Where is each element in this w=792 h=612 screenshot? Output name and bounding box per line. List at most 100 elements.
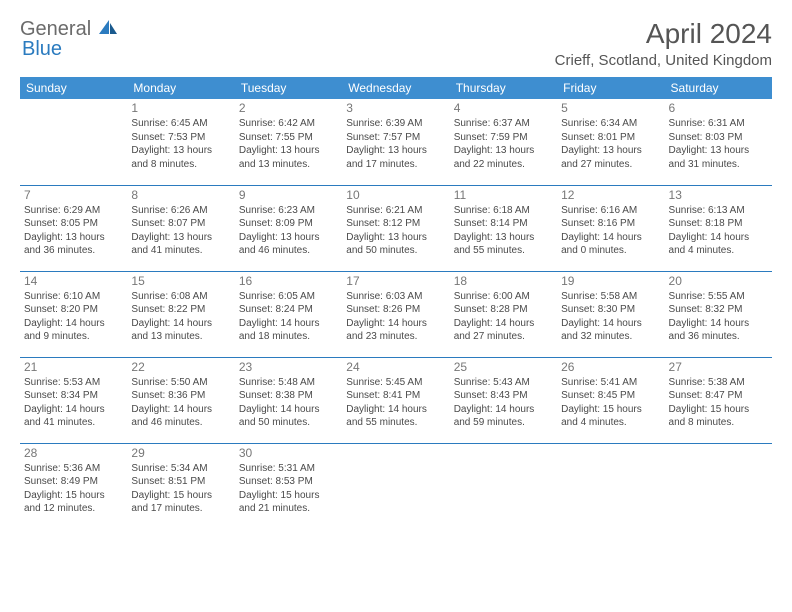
daylight-line-2: and 0 minutes. — [561, 244, 660, 258]
calendar-day-cell: 5Sunrise: 6:34 AMSunset: 8:01 PMDaylight… — [557, 99, 664, 185]
daylight-line-1: Daylight: 13 hours — [669, 144, 768, 158]
day-number: 28 — [24, 446, 123, 460]
day-number: 8 — [131, 188, 230, 202]
daylight-line-1: Daylight: 13 hours — [346, 231, 445, 245]
daylight-line-2: and 21 minutes. — [239, 502, 338, 516]
sunrise-line: Sunrise: 6:05 AM — [239, 290, 338, 304]
sunrise-line: Sunrise: 6:26 AM — [131, 204, 230, 218]
calendar-day-cell: 30Sunrise: 5:31 AMSunset: 8:53 PMDayligh… — [235, 443, 342, 529]
day-number: 23 — [239, 360, 338, 374]
daylight-line-2: and 55 minutes. — [454, 244, 553, 258]
sunrise-line: Sunrise: 5:34 AM — [131, 462, 230, 476]
sunset-line: Sunset: 8:16 PM — [561, 217, 660, 231]
daylight-line-1: Daylight: 15 hours — [24, 489, 123, 503]
daylight-line-2: and 8 minutes. — [131, 158, 230, 172]
day-number: 5 — [561, 101, 660, 115]
sunset-line: Sunset: 8:51 PM — [131, 475, 230, 489]
daylight-line-2: and 36 minutes. — [669, 330, 768, 344]
day-number: 7 — [24, 188, 123, 202]
sunset-line: Sunset: 8:01 PM — [561, 131, 660, 145]
sunset-line: Sunset: 7:59 PM — [454, 131, 553, 145]
daylight-line-1: Daylight: 14 hours — [669, 231, 768, 245]
sunset-line: Sunset: 8:14 PM — [454, 217, 553, 231]
logo-text-blue: Blue — [22, 38, 62, 60]
sunrise-line: Sunrise: 6:10 AM — [24, 290, 123, 304]
daylight-line-1: Daylight: 14 hours — [454, 317, 553, 331]
calendar-day-cell: 2Sunrise: 6:42 AMSunset: 7:55 PMDaylight… — [235, 99, 342, 185]
sunrise-line: Sunrise: 5:58 AM — [561, 290, 660, 304]
sunset-line: Sunset: 8:18 PM — [669, 217, 768, 231]
day-number: 18 — [454, 274, 553, 288]
day-number: 15 — [131, 274, 230, 288]
daylight-line-1: Daylight: 14 hours — [131, 403, 230, 417]
calendar-day-cell — [557, 443, 664, 529]
sunrise-line: Sunrise: 6:37 AM — [454, 117, 553, 131]
daylight-line-1: Daylight: 15 hours — [239, 489, 338, 503]
calendar-day-cell: 8Sunrise: 6:26 AMSunset: 8:07 PMDaylight… — [127, 185, 234, 271]
daylight-line-1: Daylight: 13 hours — [454, 144, 553, 158]
sunrise-line: Sunrise: 6:31 AM — [669, 117, 768, 131]
daylight-line-2: and 23 minutes. — [346, 330, 445, 344]
day-number: 6 — [669, 101, 768, 115]
daylight-line-2: and 50 minutes. — [346, 244, 445, 258]
calendar-week-row: 14Sunrise: 6:10 AMSunset: 8:20 PMDayligh… — [20, 271, 772, 357]
weekday-header: Wednesday — [342, 77, 449, 99]
day-number: 2 — [239, 101, 338, 115]
daylight-line-2: and 22 minutes. — [454, 158, 553, 172]
daylight-line-2: and 55 minutes. — [346, 416, 445, 430]
sunset-line: Sunset: 8:41 PM — [346, 389, 445, 403]
calendar-day-cell: 9Sunrise: 6:23 AMSunset: 8:09 PMDaylight… — [235, 185, 342, 271]
sunset-line: Sunset: 8:20 PM — [24, 303, 123, 317]
calendar-day-cell: 4Sunrise: 6:37 AMSunset: 7:59 PMDaylight… — [450, 99, 557, 185]
sunrise-line: Sunrise: 5:31 AM — [239, 462, 338, 476]
daylight-line-2: and 27 minutes. — [561, 158, 660, 172]
sunset-line: Sunset: 8:30 PM — [561, 303, 660, 317]
daylight-line-1: Daylight: 13 hours — [561, 144, 660, 158]
weekday-header: Friday — [557, 77, 664, 99]
day-number: 25 — [454, 360, 553, 374]
daylight-line-2: and 8 minutes. — [669, 416, 768, 430]
sunrise-line: Sunrise: 6:42 AM — [239, 117, 338, 131]
sunset-line: Sunset: 7:55 PM — [239, 131, 338, 145]
calendar-day-cell: 15Sunrise: 6:08 AMSunset: 8:22 PMDayligh… — [127, 271, 234, 357]
daylight-line-1: Daylight: 13 hours — [24, 231, 123, 245]
calendar-day-cell: 25Sunrise: 5:43 AMSunset: 8:43 PMDayligh… — [450, 357, 557, 443]
sunrise-line: Sunrise: 6:03 AM — [346, 290, 445, 304]
calendar-day-cell: 6Sunrise: 6:31 AMSunset: 8:03 PMDaylight… — [665, 99, 772, 185]
sunset-line: Sunset: 8:34 PM — [24, 389, 123, 403]
calendar-day-cell: 14Sunrise: 6:10 AMSunset: 8:20 PMDayligh… — [20, 271, 127, 357]
sunrise-line: Sunrise: 6:45 AM — [131, 117, 230, 131]
sunrise-line: Sunrise: 6:29 AM — [24, 204, 123, 218]
daylight-line-2: and 9 minutes. — [24, 330, 123, 344]
sunset-line: Sunset: 8:24 PM — [239, 303, 338, 317]
day-number: 21 — [24, 360, 123, 374]
sunset-line: Sunset: 8:32 PM — [669, 303, 768, 317]
calendar-day-cell: 12Sunrise: 6:16 AMSunset: 8:16 PMDayligh… — [557, 185, 664, 271]
calendar-week-row: 28Sunrise: 5:36 AMSunset: 8:49 PMDayligh… — [20, 443, 772, 529]
daylight-line-1: Daylight: 14 hours — [454, 403, 553, 417]
sunrise-line: Sunrise: 6:00 AM — [454, 290, 553, 304]
daylight-line-1: Daylight: 14 hours — [131, 317, 230, 331]
daylight-line-2: and 4 minutes. — [669, 244, 768, 258]
sunset-line: Sunset: 8:53 PM — [239, 475, 338, 489]
daylight-line-2: and 59 minutes. — [454, 416, 553, 430]
weekday-header: Saturday — [665, 77, 772, 99]
daylight-line-2: and 46 minutes. — [239, 244, 338, 258]
sunrise-line: Sunrise: 5:48 AM — [239, 376, 338, 390]
sunrise-line: Sunrise: 5:41 AM — [561, 376, 660, 390]
sunset-line: Sunset: 8:38 PM — [239, 389, 338, 403]
calendar-day-cell: 21Sunrise: 5:53 AMSunset: 8:34 PMDayligh… — [20, 357, 127, 443]
sunset-line: Sunset: 8:09 PM — [239, 217, 338, 231]
calendar-day-cell — [342, 443, 449, 529]
sunset-line: Sunset: 8:49 PM — [24, 475, 123, 489]
daylight-line-1: Daylight: 14 hours — [346, 403, 445, 417]
weekday-header: Monday — [127, 77, 234, 99]
calendar-day-cell: 23Sunrise: 5:48 AMSunset: 8:38 PMDayligh… — [235, 357, 342, 443]
sunrise-line: Sunrise: 6:13 AM — [669, 204, 768, 218]
day-number: 27 — [669, 360, 768, 374]
sunset-line: Sunset: 8:43 PM — [454, 389, 553, 403]
daylight-line-2: and 32 minutes. — [561, 330, 660, 344]
daylight-line-2: and 13 minutes. — [131, 330, 230, 344]
daylight-line-1: Daylight: 13 hours — [239, 231, 338, 245]
sunset-line: Sunset: 8:07 PM — [131, 217, 230, 231]
